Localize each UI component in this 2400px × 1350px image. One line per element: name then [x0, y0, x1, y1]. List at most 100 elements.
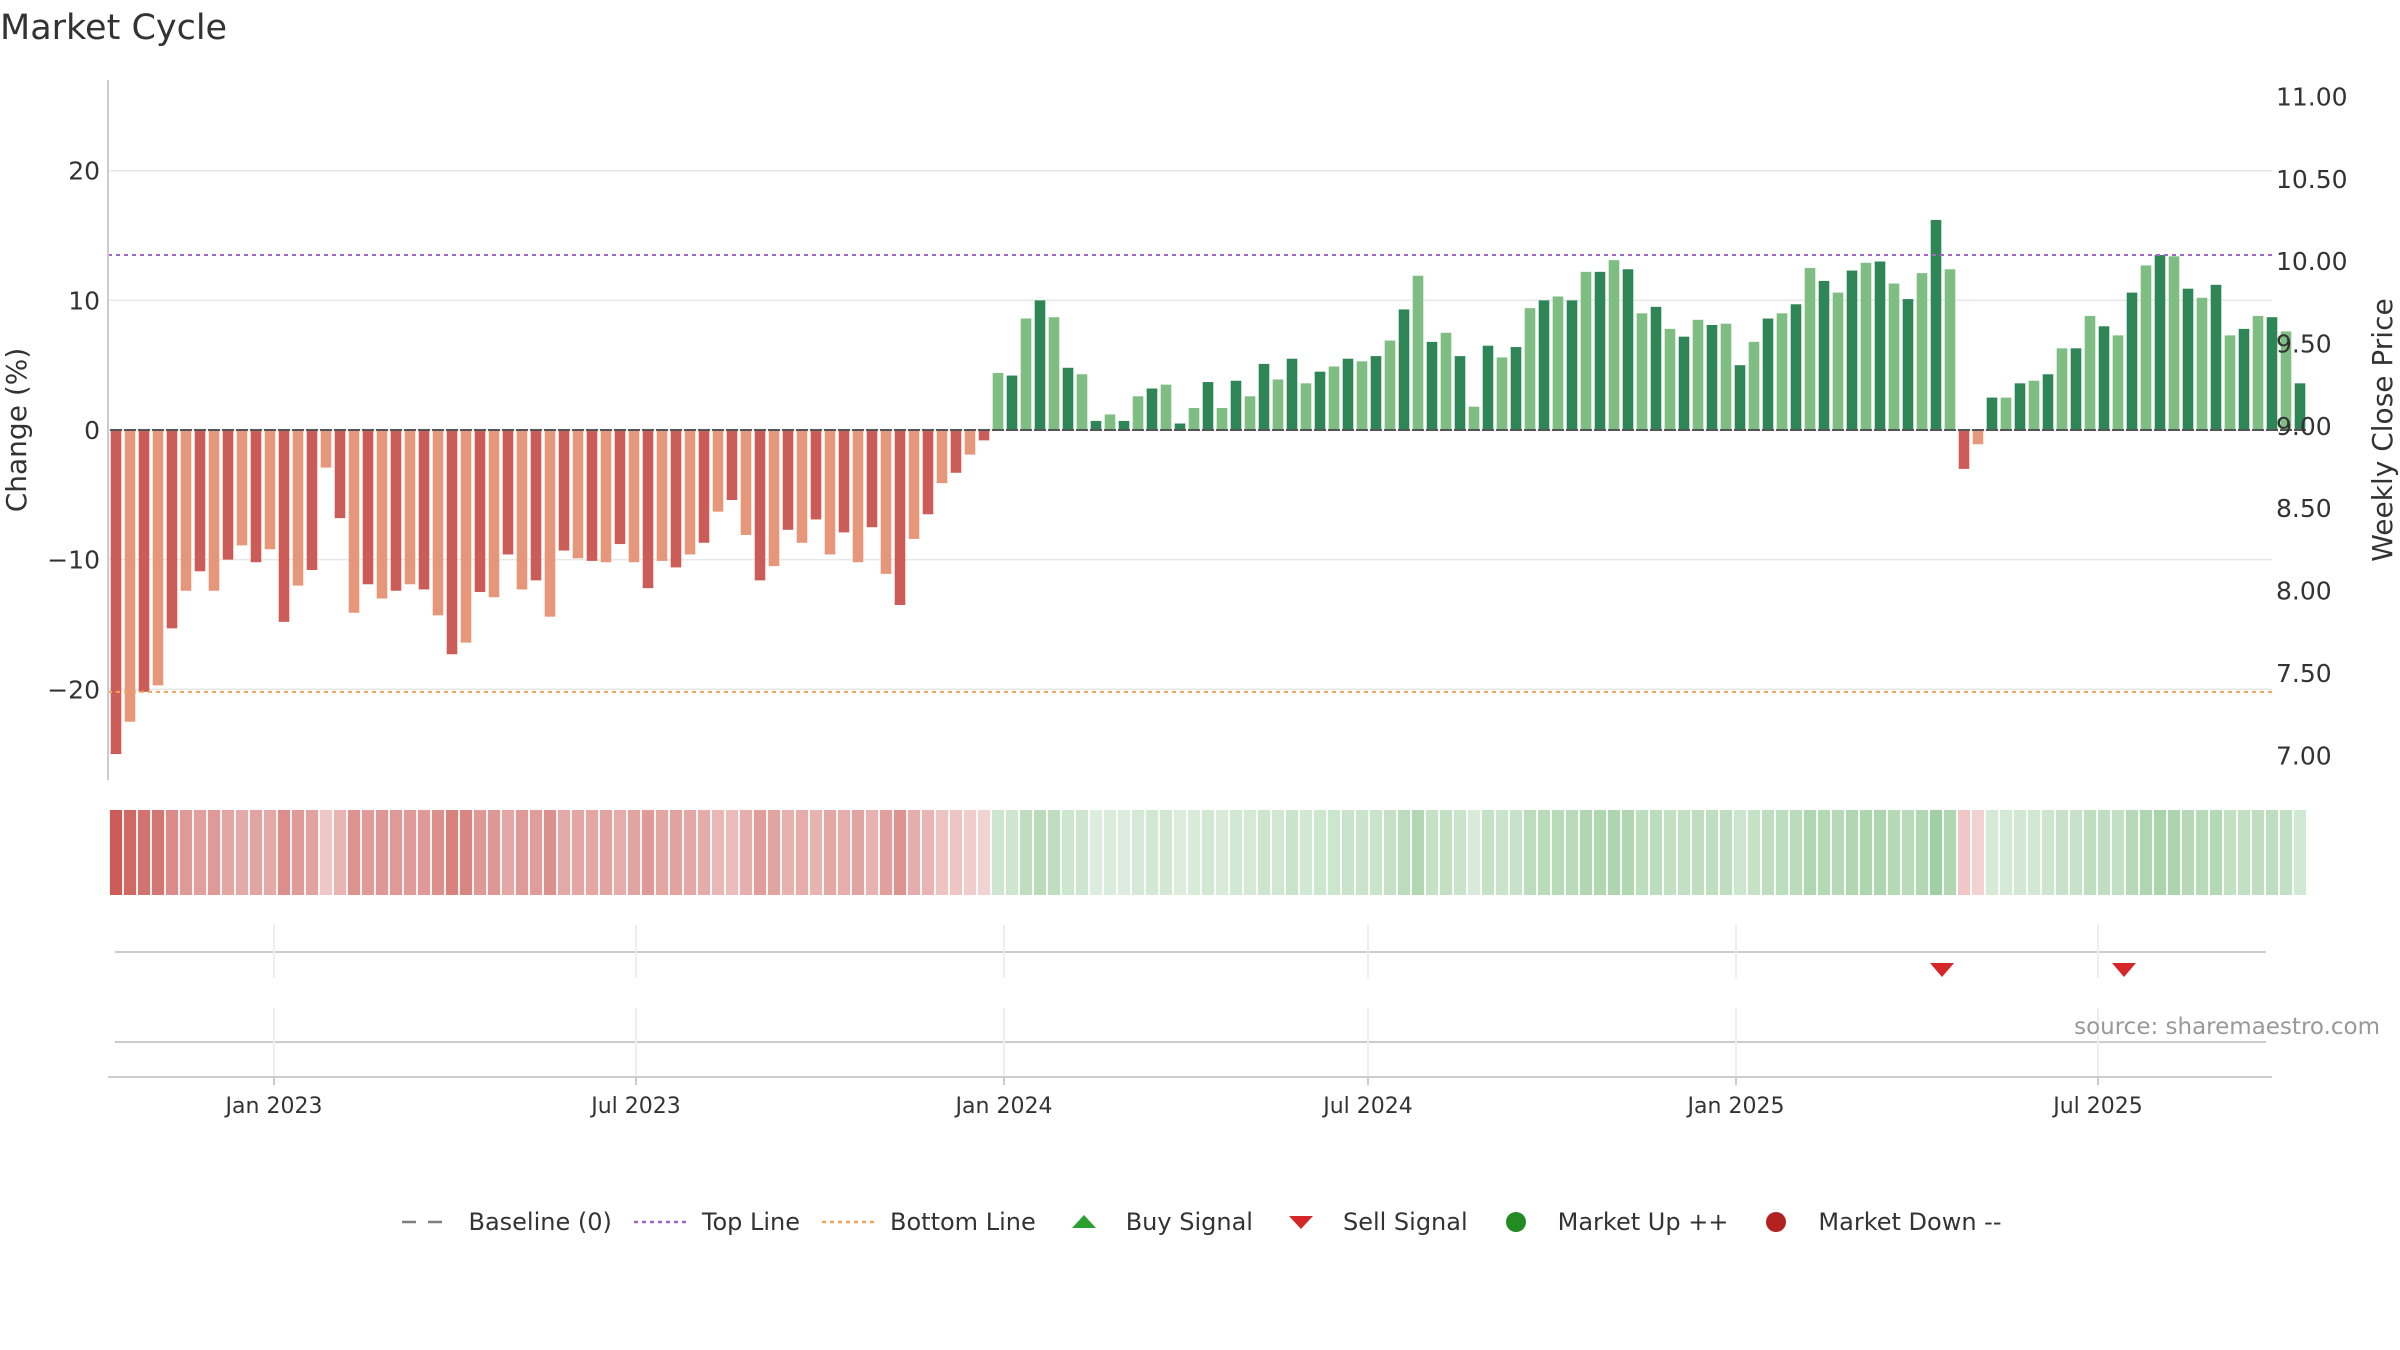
change-bar: [1398, 309, 1410, 430]
heat-cell: [1635, 810, 1649, 895]
heat-cell: [739, 810, 753, 895]
change-bar: [866, 430, 878, 528]
heat-cell: [1915, 810, 1929, 895]
change-bar: [1566, 300, 1578, 430]
change-bar: [838, 430, 850, 533]
heat-cell: [2041, 810, 2055, 895]
legend-item[interactable]: Baseline (0): [398, 1208, 612, 1236]
change-bar: [782, 430, 794, 530]
change-bar: [1986, 397, 1998, 430]
heat-cell: [1677, 810, 1691, 895]
heat-cell: [459, 810, 473, 895]
change-bar: [124, 430, 136, 722]
heat-cell: [1705, 810, 1719, 895]
heat-cell: [669, 810, 683, 895]
change-bar: [1790, 304, 1802, 430]
legend-item[interactable]: Sell Signal: [1273, 1208, 1468, 1236]
heat-cell: [1495, 810, 1509, 895]
change-bar: [1440, 332, 1452, 430]
change-bar: [586, 430, 598, 561]
change-bar: [740, 430, 752, 535]
legend-item[interactable]: Bottom Line: [820, 1208, 1036, 1236]
change-bar: [1328, 366, 1340, 430]
heat-cell: [193, 810, 207, 895]
dots-icon: [822, 1220, 875, 1224]
heat-cell: [1425, 810, 1439, 895]
legend-item[interactable]: Buy Signal: [1056, 1208, 1253, 1236]
change-bar: [1496, 357, 1508, 430]
legend-label: Bottom Line: [890, 1208, 1036, 1236]
change-bar: [432, 430, 444, 616]
change-bar: [1636, 313, 1648, 430]
change-bar: [1230, 380, 1242, 430]
change-bar: [138, 430, 150, 692]
heat-cell: [2055, 810, 2069, 895]
change-bar: [250, 430, 262, 563]
heat-cell: [347, 810, 361, 895]
y-axis-right-title: Weekly Close Price: [2366, 298, 2399, 561]
heat-cell: [613, 810, 627, 895]
change-bar: [1888, 283, 1900, 430]
heat-cell: [2181, 810, 2195, 895]
change-bar: [628, 430, 640, 563]
change-bar: [656, 430, 668, 561]
heat-cell: [1775, 810, 1789, 895]
circle-icon: [1766, 1212, 1787, 1232]
change-bar: [964, 430, 976, 455]
heat-cell: [2013, 810, 2027, 895]
legend-marker: [1288, 1216, 1313, 1229]
x-tick-label: Jan 2025: [1686, 1094, 1785, 1119]
heat-cell: [1299, 810, 1313, 895]
heat-cell: [319, 810, 333, 895]
reference-lines: [108, 254, 2306, 693]
heat-cell: [1047, 810, 1061, 895]
legend-item[interactable]: Top Line: [632, 1208, 800, 1236]
heat-cell: [1257, 810, 1271, 895]
legend-label: Sell Signal: [1342, 1208, 1468, 1236]
bar-series: [110, 220, 2306, 755]
change-bar: [1286, 358, 1298, 430]
sell-signal-marker: [1930, 963, 1954, 977]
legend-item[interactable]: Market Up ++: [1488, 1208, 1728, 1236]
change-bar: [1356, 361, 1368, 430]
legend-item[interactable]: Market Down --: [1748, 1208, 2002, 1236]
change-bar: [1874, 261, 1886, 430]
change-bar: [1804, 267, 1816, 430]
heat-cell: [1733, 810, 1747, 895]
change-bar: [418, 430, 430, 590]
y-tick-label: 10: [68, 286, 100, 315]
change-bar: [404, 430, 416, 585]
heat-cell: [1621, 810, 1635, 895]
change-bar: [222, 430, 234, 560]
change-bar: [1314, 371, 1326, 430]
change-bar: [1174, 423, 1186, 430]
change-bar: [1412, 275, 1424, 430]
change-bar: [1902, 299, 1914, 430]
change-bar: [1384, 340, 1396, 430]
change-bar: [558, 430, 570, 551]
change-bar: [1720, 323, 1732, 430]
heat-cell: [1887, 810, 1901, 895]
circle-icon: [1505, 1212, 1526, 1232]
heat-cell: [599, 810, 613, 895]
heat-cell: [893, 810, 907, 895]
heat-cell: [1467, 810, 1481, 895]
heat-cell: [697, 810, 711, 895]
change-bar: [1300, 383, 1312, 430]
change-bar: [278, 430, 290, 622]
heat-cell: [1845, 810, 1859, 895]
heat-cell: [1341, 810, 1355, 895]
change-bar: [1762, 318, 1774, 430]
y2-tick-label: 7.00: [2276, 741, 2332, 770]
heat-cell: [711, 810, 725, 895]
legend-label: Buy Signal: [1125, 1208, 1253, 1236]
y2-tick-label: 8.00: [2276, 577, 2332, 606]
heat-cell: [1481, 810, 1495, 895]
heat-cell: [2069, 810, 2083, 895]
heat-cell: [1411, 810, 1425, 895]
cycle-heat-strip: [109, 810, 2307, 895]
heat-cell: [851, 810, 865, 895]
heat-cell: [165, 810, 179, 895]
heat-cell: [403, 810, 417, 895]
heat-cell: [2237, 810, 2251, 895]
